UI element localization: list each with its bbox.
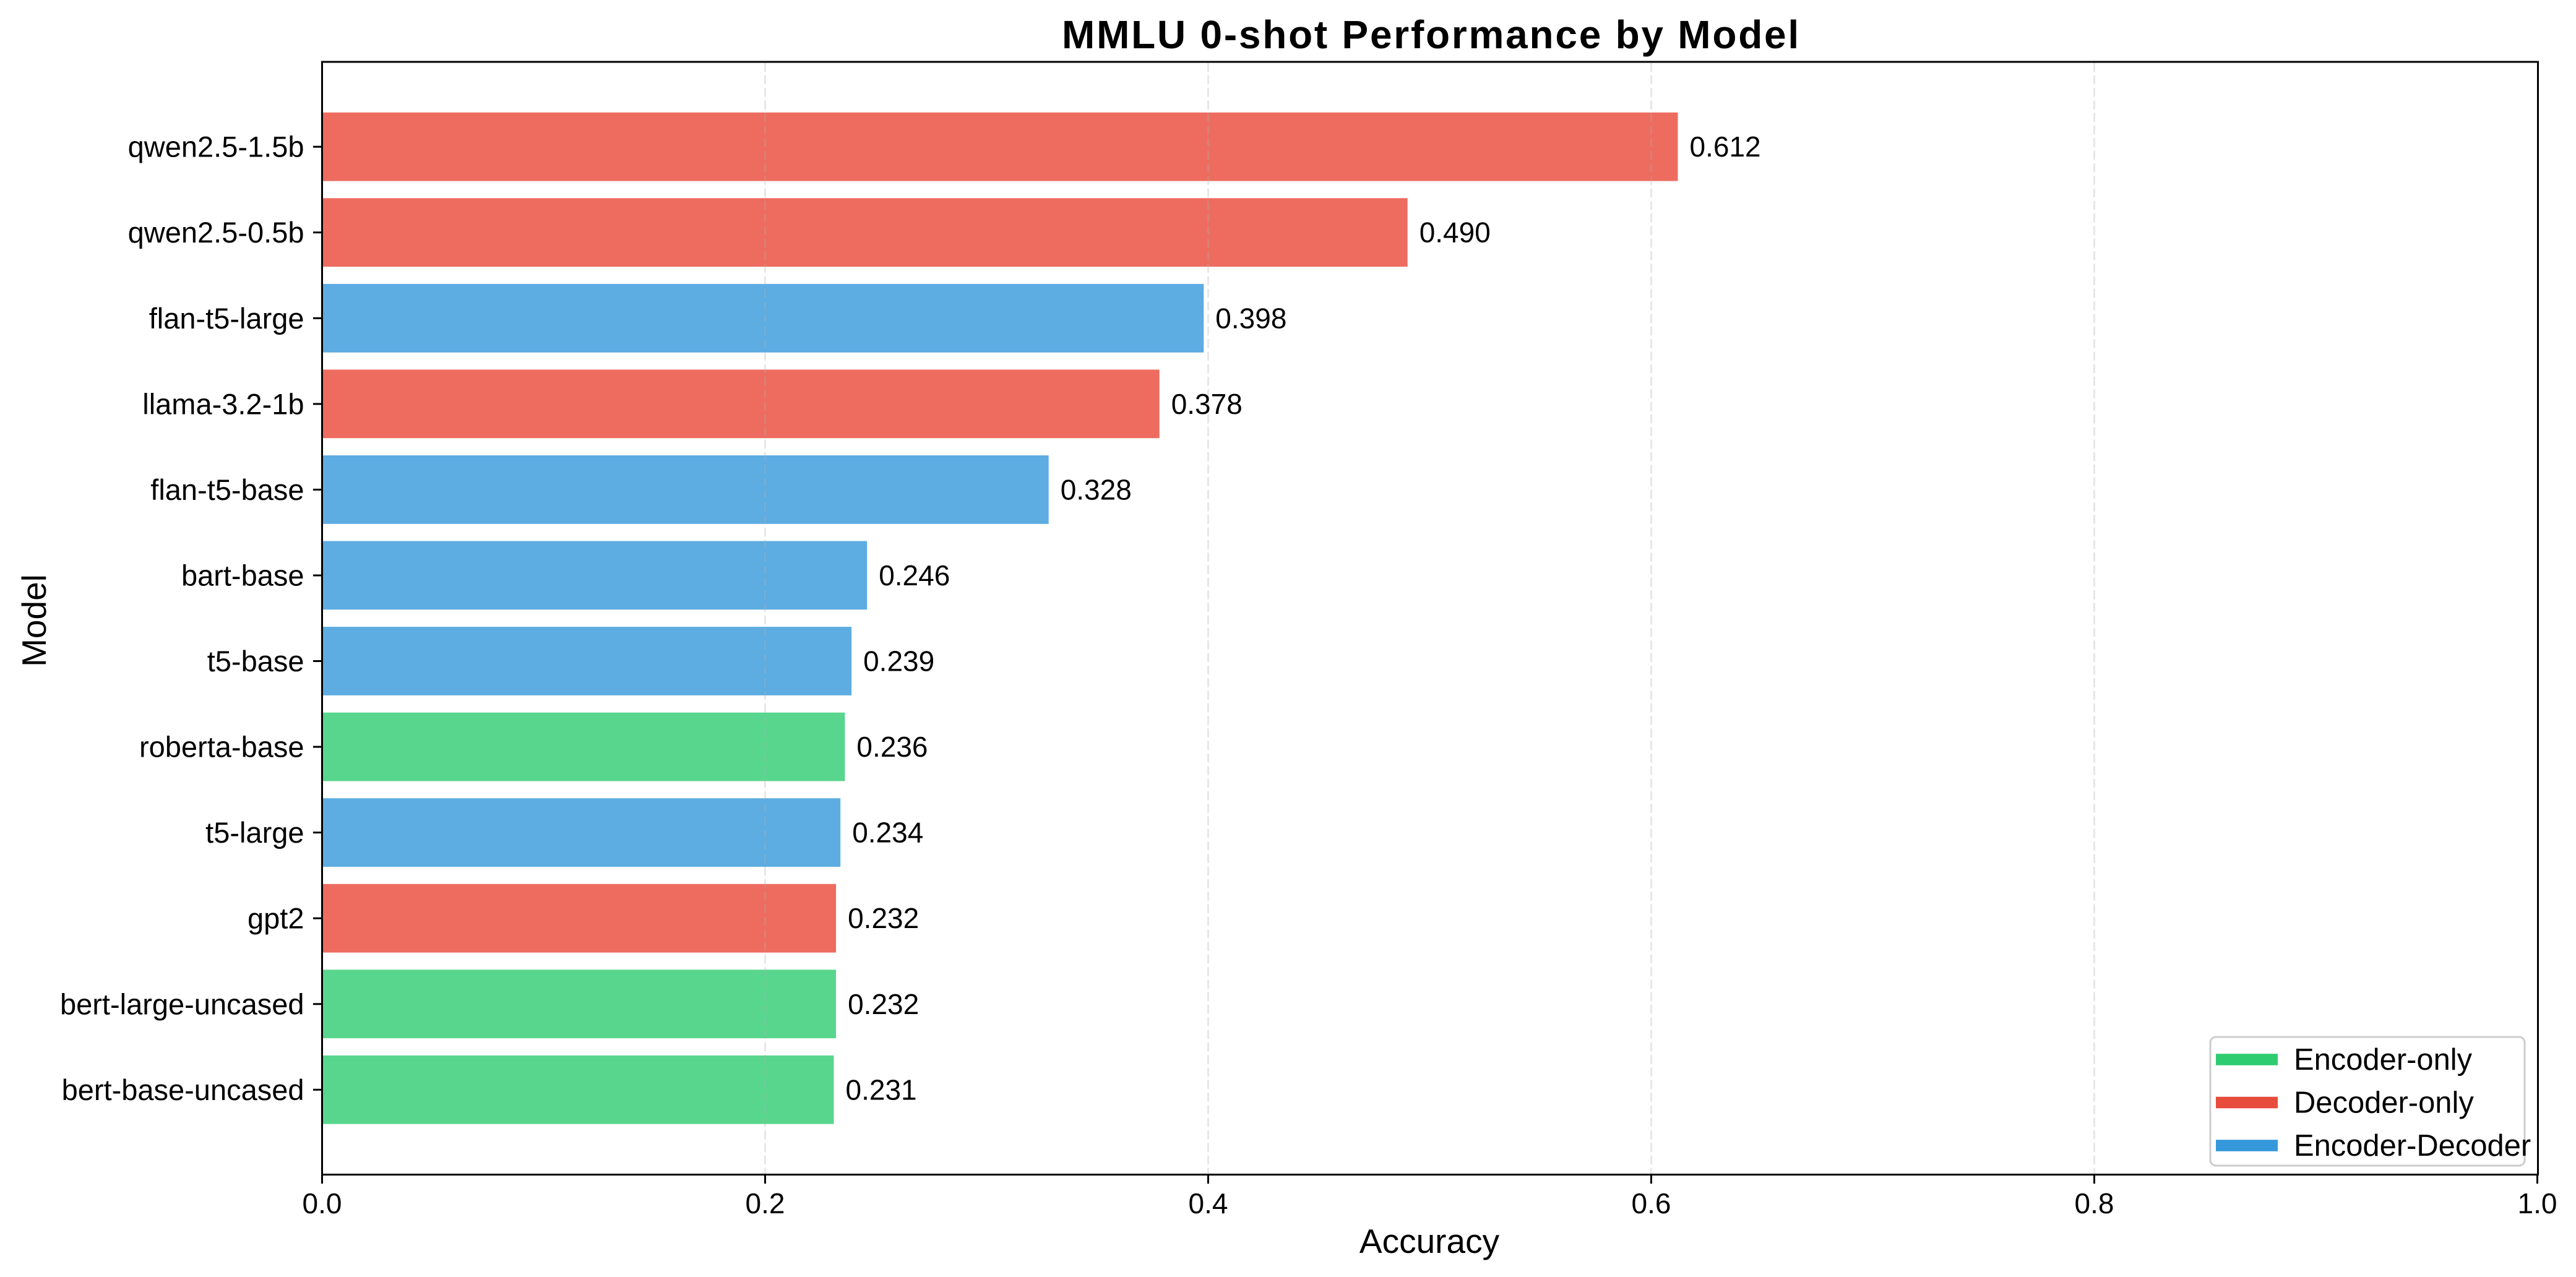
svg-text:0.4: 0.4	[1189, 1187, 1228, 1219]
svg-text:0.490: 0.490	[1419, 217, 1491, 249]
svg-text:Model: Model	[15, 574, 53, 667]
svg-text:t5-base: t5-base	[207, 645, 304, 677]
svg-text:flan-t5-base: flan-t5-base	[150, 473, 304, 506]
svg-text:0.6: 0.6	[1632, 1187, 1671, 1219]
svg-text:gpt2: gpt2	[248, 902, 304, 935]
svg-text:bert-base-uncased: bert-base-uncased	[62, 1073, 304, 1106]
svg-text:qwen2.5-1.5b: qwen2.5-1.5b	[128, 131, 304, 163]
svg-text:Encoder-only: Encoder-only	[2294, 1043, 2473, 1077]
svg-text:0.231: 0.231	[846, 1073, 917, 1106]
svg-text:0.2: 0.2	[746, 1187, 785, 1219]
svg-text:llama-3.2-1b: llama-3.2-1b	[142, 387, 304, 420]
svg-text:Accuracy: Accuracy	[1359, 1222, 1500, 1260]
svg-text:t5-large: t5-large	[205, 816, 304, 849]
svg-text:bert-large-uncased: bert-large-uncased	[60, 987, 304, 1020]
svg-text:Decoder-only: Decoder-only	[2294, 1086, 2474, 1120]
svg-text:0.8: 0.8	[2075, 1187, 2114, 1219]
svg-text:MMLU 0-shot Performance by Mod: MMLU 0-shot Performance by Model	[1062, 12, 1801, 57]
svg-text:0.378: 0.378	[1171, 388, 1243, 420]
svg-text:Encoder-Decoder: Encoder-Decoder	[2294, 1129, 2531, 1163]
svg-text:0.236: 0.236	[856, 731, 928, 763]
svg-text:bart-base: bart-base	[181, 559, 304, 592]
svg-text:1.0: 1.0	[2518, 1187, 2557, 1219]
svg-text:0.0: 0.0	[303, 1187, 342, 1219]
svg-text:0.234: 0.234	[852, 817, 923, 849]
svg-text:0.398: 0.398	[1215, 302, 1286, 334]
svg-text:0.328: 0.328	[1061, 473, 1132, 505]
svg-text:0.612: 0.612	[1690, 131, 1761, 163]
svg-text:0.232: 0.232	[848, 902, 919, 934]
svg-text:0.239: 0.239	[863, 645, 934, 677]
svg-text:0.232: 0.232	[848, 988, 919, 1020]
svg-text:flan-t5-large: flan-t5-large	[149, 302, 304, 335]
svg-text:0.246: 0.246	[879, 559, 950, 591]
svg-text:roberta-base: roberta-base	[139, 731, 304, 763]
svg-text:qwen2.5-0.5b: qwen2.5-0.5b	[128, 216, 304, 249]
